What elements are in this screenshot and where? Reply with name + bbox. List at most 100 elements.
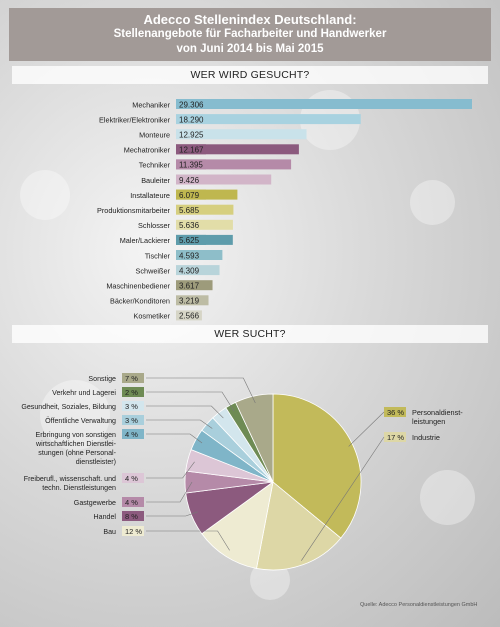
leader-line [146, 511, 198, 517]
value-label: 17 % [387, 433, 404, 442]
category-label: Industrie [412, 433, 440, 442]
value-label: 8 % [125, 512, 138, 521]
value-label: 6.079 [179, 191, 200, 200]
bar [176, 129, 307, 140]
category-label: Sonstige [88, 375, 116, 383]
value-label: 3 % [125, 416, 138, 425]
value-label-background [122, 473, 144, 483]
bar [176, 280, 213, 291]
value-label: 18.290 [179, 115, 204, 124]
leader-line [146, 419, 213, 429]
source-note: Quelle: Adecco Personaldienstleistungen … [360, 602, 478, 608]
value-label-background [122, 373, 144, 383]
category-label: Gesundheit, Soziales, Bildung [21, 403, 116, 411]
bokeh-decoration [40, 380, 110, 450]
value-label-background [384, 432, 406, 442]
value-label: 4 % [125, 474, 138, 483]
bar [176, 265, 220, 276]
category-label: Freiberufl., wissenschaft. und techn. Die… [24, 475, 116, 492]
bar [176, 310, 202, 321]
category-label: Bauleiter [141, 176, 170, 185]
value-label: 5.625 [179, 236, 200, 245]
category-label: Installateure [130, 191, 170, 200]
bar [176, 144, 299, 155]
bar [176, 99, 472, 109]
chart-title: Adecco Stellenindex Deutschland: [143, 12, 357, 27]
header: Adecco Stellenindex Deutschland: Stellen… [9, 8, 491, 61]
bar [176, 219, 233, 230]
value-label: 36 % [387, 408, 404, 417]
leader-line [146, 405, 224, 419]
value-label: 12.167 [179, 146, 204, 155]
value-label: 2 % [125, 388, 138, 397]
category-label: Kosmetiker [134, 312, 171, 321]
bokeh-decoration [410, 180, 455, 225]
value-label: 4.593 [179, 251, 200, 260]
value-label-background [122, 415, 144, 425]
value-label: 5.685 [179, 206, 200, 215]
bar [176, 295, 209, 306]
value-label: 11.395 [179, 161, 203, 170]
category-label: Produktionsmitarbeiter [97, 206, 171, 215]
value-label: 4.309 [179, 266, 200, 275]
leader-line [146, 481, 193, 503]
category-label: Mechaniker [132, 100, 170, 109]
category-label: Öffentliche Verwaltung [45, 417, 116, 425]
value-label: 5.636 [179, 221, 200, 230]
category-label: Bau [103, 528, 116, 536]
value-label-background [122, 429, 144, 439]
leader-line [146, 530, 230, 551]
value-label: 7 % [125, 374, 138, 383]
pie-slice [201, 481, 274, 569]
value-label: 12.925 [179, 131, 204, 140]
pie-slice [256, 481, 342, 571]
chart-subtitle: Stellenangebote für Facharbeiter und Han… [113, 28, 387, 40]
category-label: Schweißer [136, 266, 171, 275]
value-label-background [176, 250, 206, 260]
leader-line [301, 436, 385, 561]
category-label: Maschinenbediener [106, 282, 170, 291]
category-label: Erbringung von sonstigen wirtschaftlichen… [35, 431, 117, 466]
bar [176, 204, 234, 215]
category-label: Monteure [139, 131, 170, 140]
value-label-background [176, 234, 206, 245]
leader-line [146, 433, 203, 444]
value-label-background [122, 497, 144, 507]
category-label: Handel [94, 513, 117, 521]
category-label: Bäcker/Konditoren [110, 297, 170, 306]
category-label: Schlosser [138, 221, 171, 230]
value-label-background [384, 407, 406, 417]
value-label: 3.617 [179, 282, 200, 291]
value-label-background [122, 526, 144, 536]
pie-slice [272, 393, 362, 539]
bar [176, 159, 292, 170]
value-label-background [176, 144, 206, 155]
value-label: 2.566 [179, 312, 200, 321]
value-label: 9.426 [179, 176, 200, 185]
category-label: Elektriker/Elektroniker [99, 115, 171, 124]
category-label: Personaldienst-leistungen [412, 408, 463, 426]
value-label-background [122, 401, 144, 411]
chart-subtitle-period: von Juni 2014 bis Mai 2015 [176, 43, 324, 55]
category-label: Gastgewerbe [74, 499, 116, 507]
bokeh-decoration [20, 170, 70, 220]
leader-line [146, 377, 256, 404]
bar [176, 114, 361, 125]
value-label-background [122, 387, 144, 397]
bar [176, 189, 238, 200]
value-label-background [176, 159, 206, 170]
bar [176, 174, 272, 185]
category-label: Techniker [139, 161, 171, 170]
value-label-background [122, 511, 144, 521]
bokeh-decoration [420, 470, 475, 525]
value-label: 4 % [125, 498, 138, 507]
value-label: 3 % [125, 402, 138, 411]
leader-line [348, 411, 385, 447]
pie-slice [234, 393, 274, 483]
value-label: 4 % [125, 430, 138, 439]
category-label: Tischler [145, 251, 171, 260]
category-label: Mechatroniker [124, 146, 171, 155]
value-label: 3.219 [179, 297, 200, 306]
